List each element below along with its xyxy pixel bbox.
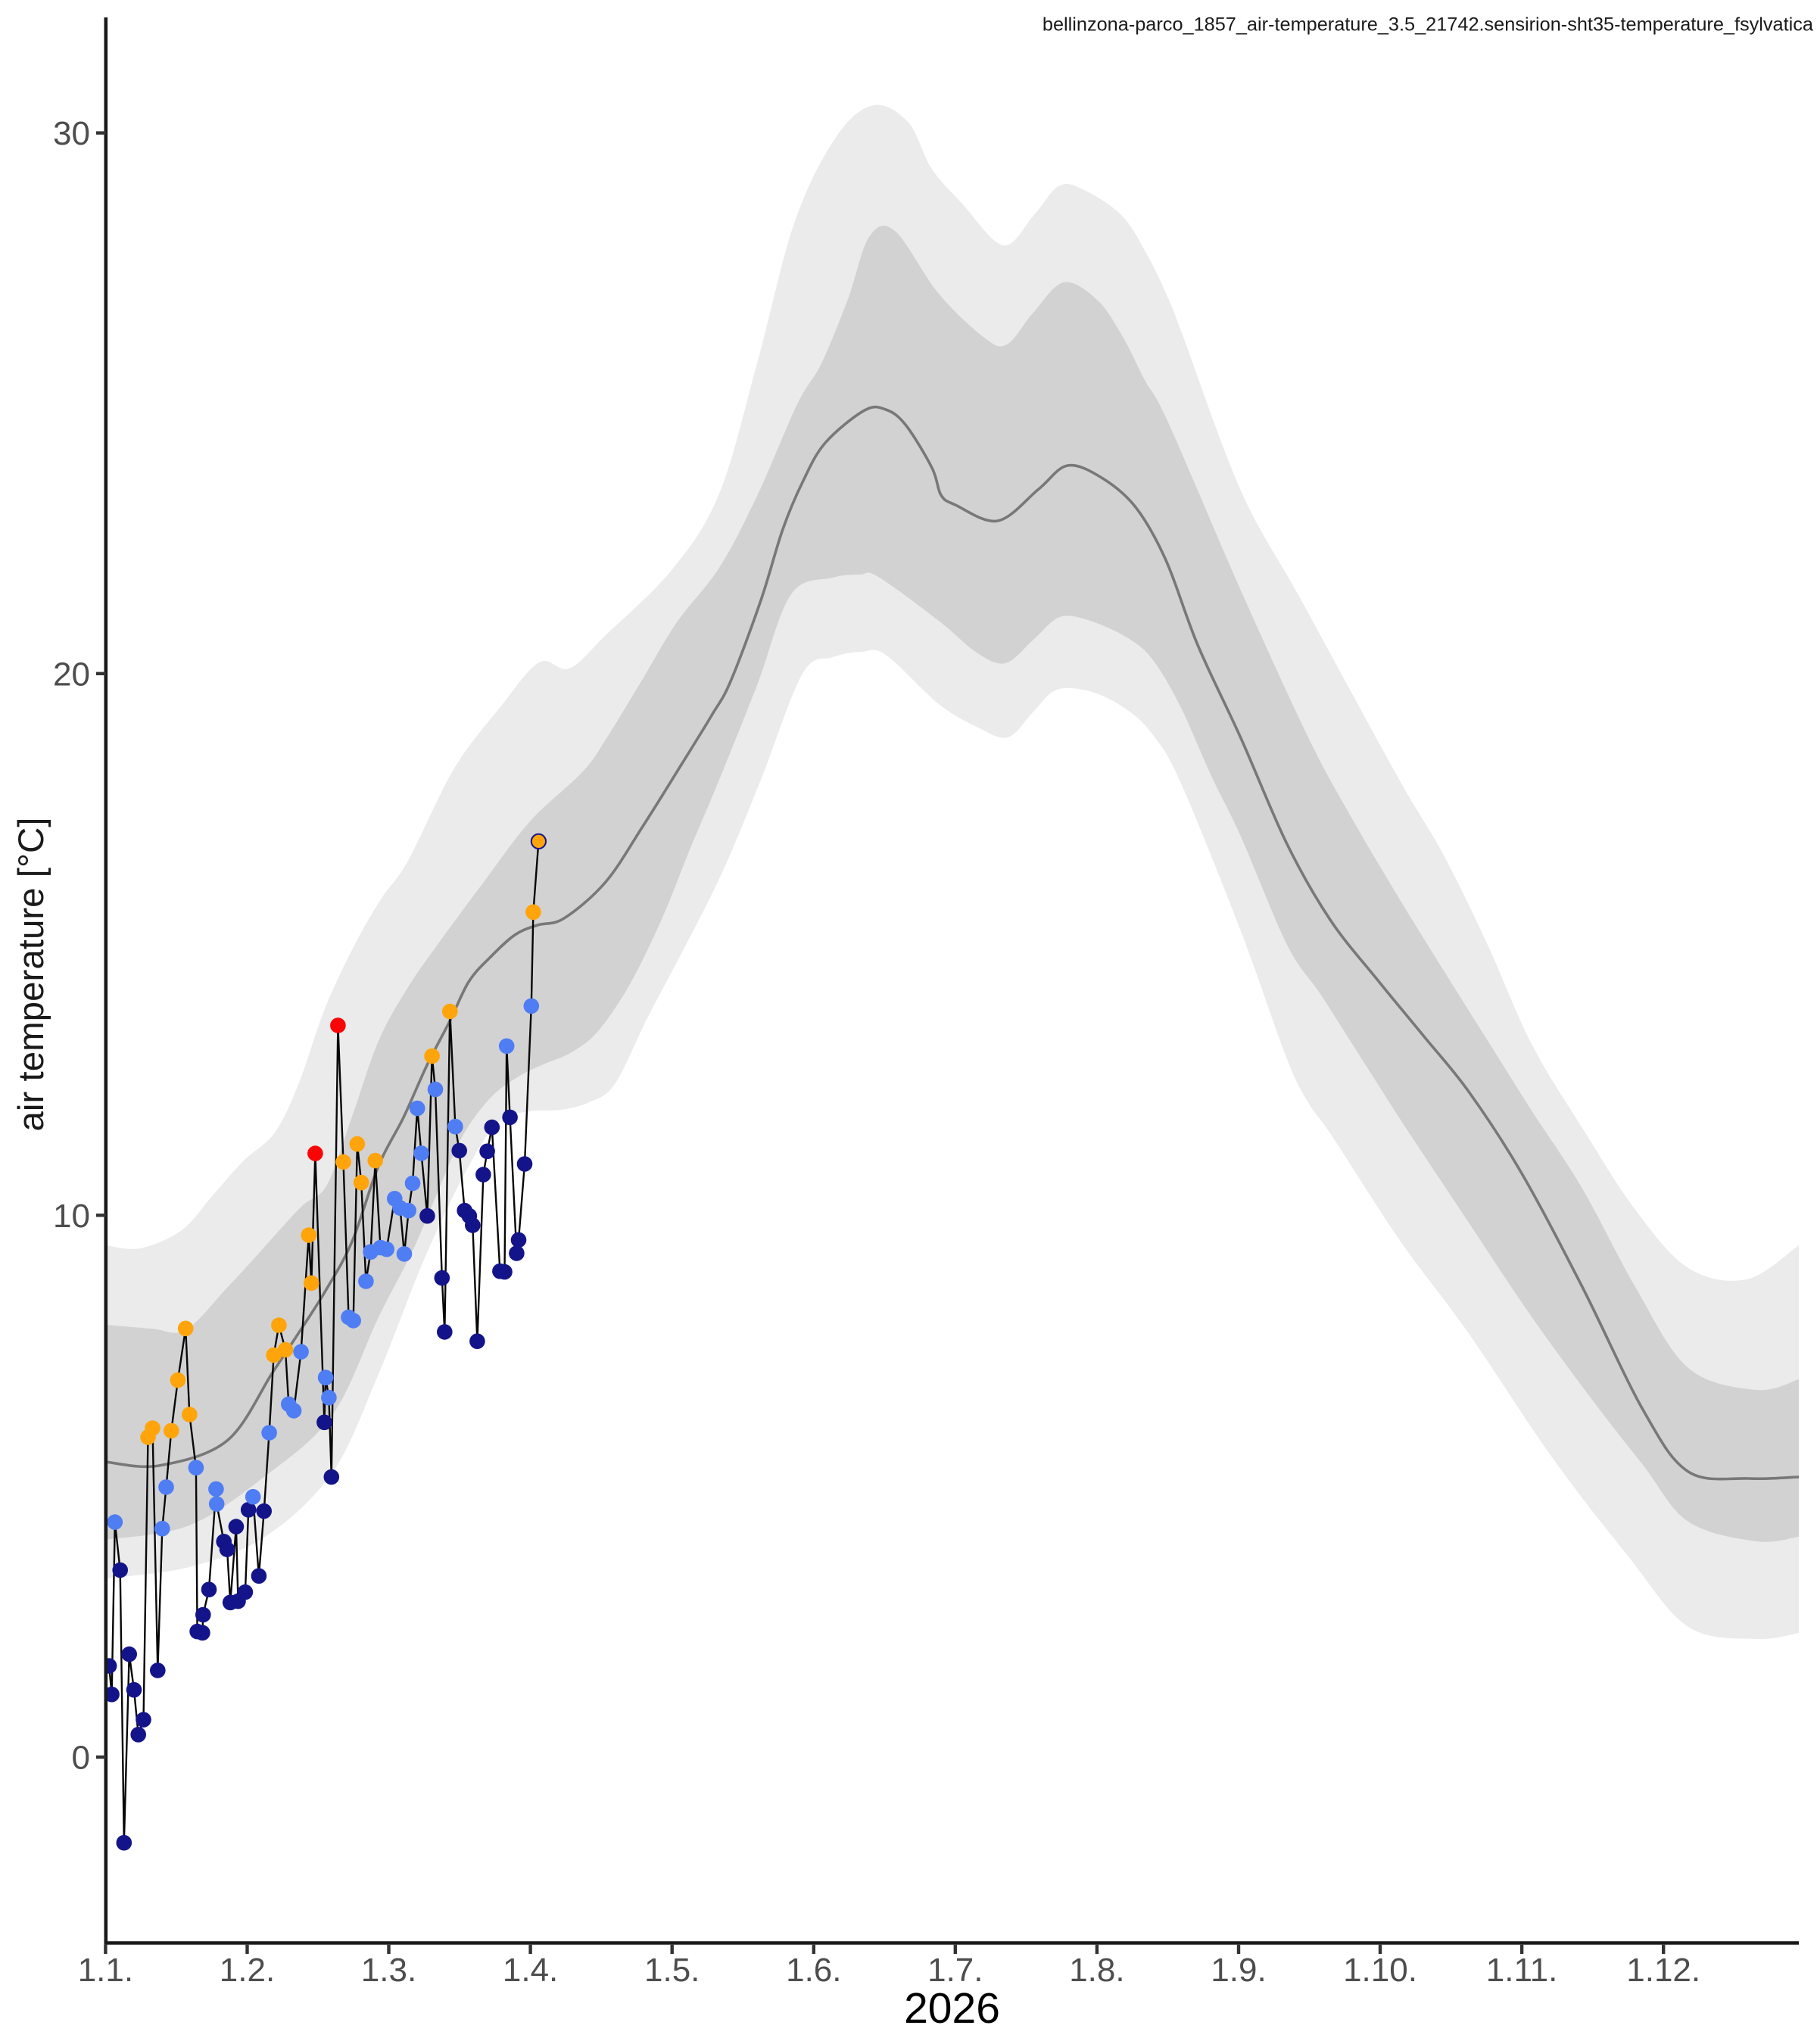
svg-text:1.4.: 1.4.: [503, 1952, 558, 1989]
svg-text:1.3.: 1.3.: [361, 1952, 416, 1989]
svg-text:air temperature [°C]: air temperature [°C]: [11, 818, 51, 1132]
svg-text:1.12.: 1.12.: [1626, 1952, 1700, 1989]
svg-text:30: 30: [53, 115, 90, 152]
svg-text:1.5.: 1.5.: [644, 1952, 700, 1989]
svg-text:1.11.: 1.11.: [1486, 1952, 1558, 1989]
svg-text:2026: 2026: [904, 1984, 1000, 2033]
svg-text:1.6.: 1.6.: [786, 1952, 841, 1989]
svg-text:20: 20: [53, 656, 90, 693]
svg-text:bellinzona-parco_1857_air-temp: bellinzona-parco_1857_air-temperature_3.…: [1043, 14, 1814, 36]
svg-text:10: 10: [53, 1198, 90, 1235]
svg-text:0: 0: [72, 1740, 90, 1777]
svg-text:1.9.: 1.9.: [1211, 1952, 1266, 1989]
svg-text:1.1.: 1.1.: [78, 1952, 133, 1989]
svg-text:1.10.: 1.10.: [1343, 1952, 1417, 1989]
svg-text:1.7.: 1.7.: [927, 1952, 983, 1989]
svg-text:1.8.: 1.8.: [1069, 1952, 1124, 1989]
svg-text:1.2.: 1.2.: [220, 1952, 275, 1989]
